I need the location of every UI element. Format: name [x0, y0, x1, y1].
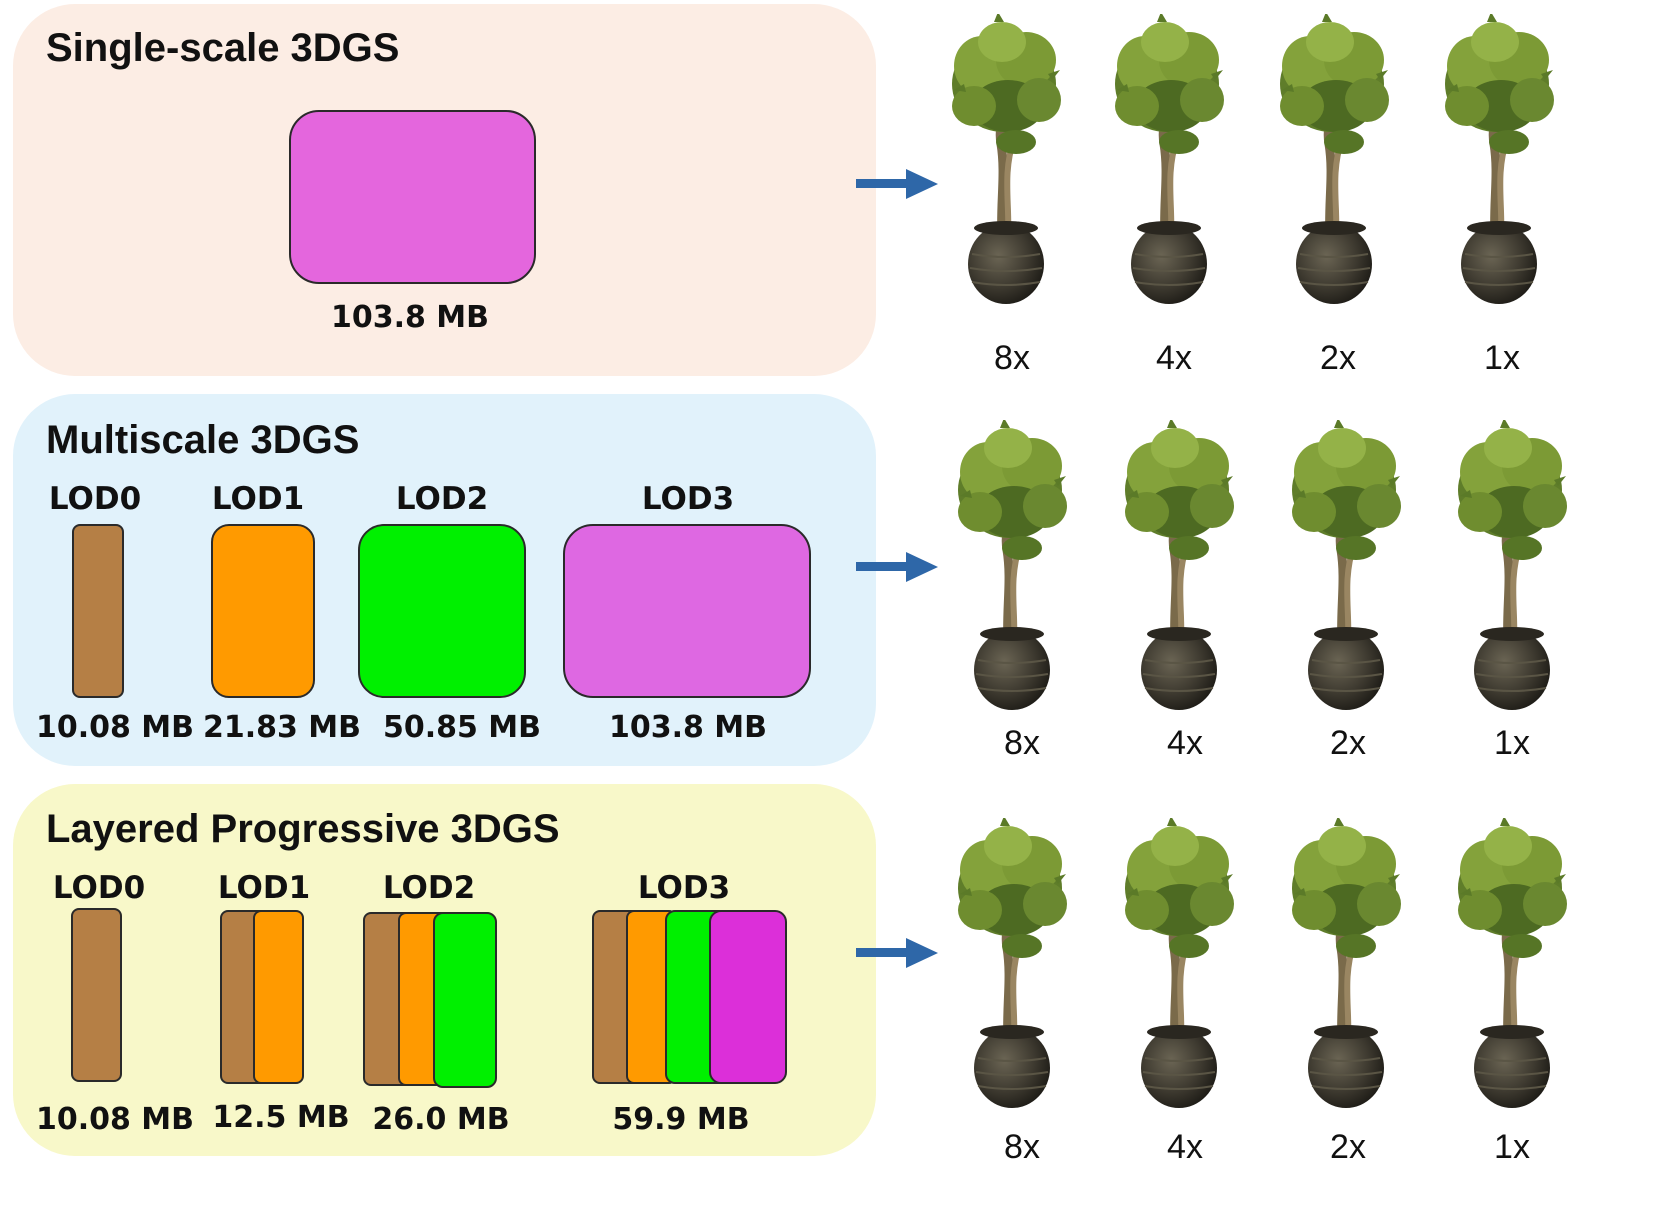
scale-label: 8x	[994, 339, 1030, 377]
progressive-lod1-size: 12.5 MB	[212, 1100, 350, 1135]
multiscale-lod3-label: LOD3	[641, 481, 735, 517]
plant-render-image	[1117, 420, 1241, 714]
progressive-lod0-label: LOD0	[52, 870, 146, 906]
plant-render-image	[1284, 818, 1408, 1112]
scale-label: 2x	[1320, 339, 1356, 377]
plant-render-image	[1117, 818, 1241, 1112]
scale-label: 1x	[1494, 1128, 1530, 1166]
right-arrow-icon	[856, 169, 938, 199]
panel-title: Multiscale 3DGS	[46, 418, 360, 462]
plant-render-image	[944, 14, 1068, 308]
plant-render-image	[950, 818, 1074, 1112]
multiscale-lod3-block	[563, 524, 811, 698]
panel-layered-progressive: Layered Progressive 3DGS LOD0 LOD1 LOD2 …	[13, 784, 876, 1156]
multiscale-lod1-block	[211, 524, 315, 698]
single-gaussian-block	[289, 110, 536, 284]
right-arrow-icon	[856, 552, 938, 582]
progressive-lod2-size: 26.0 MB	[372, 1102, 510, 1137]
scale-label: 1x	[1484, 339, 1520, 377]
scale-label: 4x	[1156, 339, 1192, 377]
plant-render-image	[950, 420, 1074, 714]
scale-label: 4x	[1167, 724, 1203, 762]
multiscale-lod1-size: 21.83 MB	[202, 710, 362, 745]
plant-render-image	[1450, 818, 1574, 1112]
progressive-lod1-label: LOD1	[217, 870, 311, 906]
scale-label: 2x	[1330, 724, 1366, 762]
scale-label: 4x	[1167, 1128, 1203, 1166]
panel-title: Single-scale 3DGS	[46, 26, 400, 70]
progressive-lod3-size: 59.9 MB	[612, 1102, 750, 1137]
multiscale-lod0-size: 10.08 MB	[35, 710, 195, 745]
progressive-lod2-layer2	[433, 912, 497, 1088]
multiscale-lod2-label: LOD2	[395, 481, 489, 517]
right-arrow-icon	[856, 938, 938, 968]
panel-single-scale: Single-scale 3DGS 103.8 MB	[13, 4, 876, 376]
progressive-lod3-label: LOD3	[637, 870, 731, 906]
plant-render-image	[1272, 14, 1396, 308]
progressive-lod0-layer0	[71, 908, 122, 1082]
progressive-lod1-layer1	[253, 910, 304, 1084]
multiscale-lod0-block	[72, 524, 124, 698]
scale-label: 8x	[1004, 724, 1040, 762]
scale-label: 1x	[1494, 724, 1530, 762]
single-size-label: 103.8 MB	[330, 300, 490, 335]
progressive-lod3-layer3	[709, 910, 787, 1084]
scale-label: 8x	[1004, 1128, 1040, 1166]
progressive-lod0-size: 10.08 MB	[35, 1102, 195, 1137]
panel-multiscale: Multiscale 3DGS LOD0 LOD1 LOD2 LOD3 10.0…	[13, 394, 876, 766]
multiscale-lod3-size: 103.8 MB	[608, 710, 768, 745]
multiscale-lod2-block	[358, 524, 526, 698]
plant-render-image	[1284, 420, 1408, 714]
plant-render-image	[1450, 420, 1574, 714]
plant-render-image	[1437, 14, 1561, 308]
multiscale-lod2-size: 50.85 MB	[382, 710, 542, 745]
panel-title: Layered Progressive 3DGS	[46, 807, 560, 851]
plant-render-image	[1107, 14, 1231, 308]
progressive-lod2-label: LOD2	[382, 870, 476, 906]
multiscale-lod1-label: LOD1	[211, 481, 305, 517]
multiscale-lod0-label: LOD0	[48, 481, 142, 517]
scale-label: 2x	[1330, 1128, 1366, 1166]
